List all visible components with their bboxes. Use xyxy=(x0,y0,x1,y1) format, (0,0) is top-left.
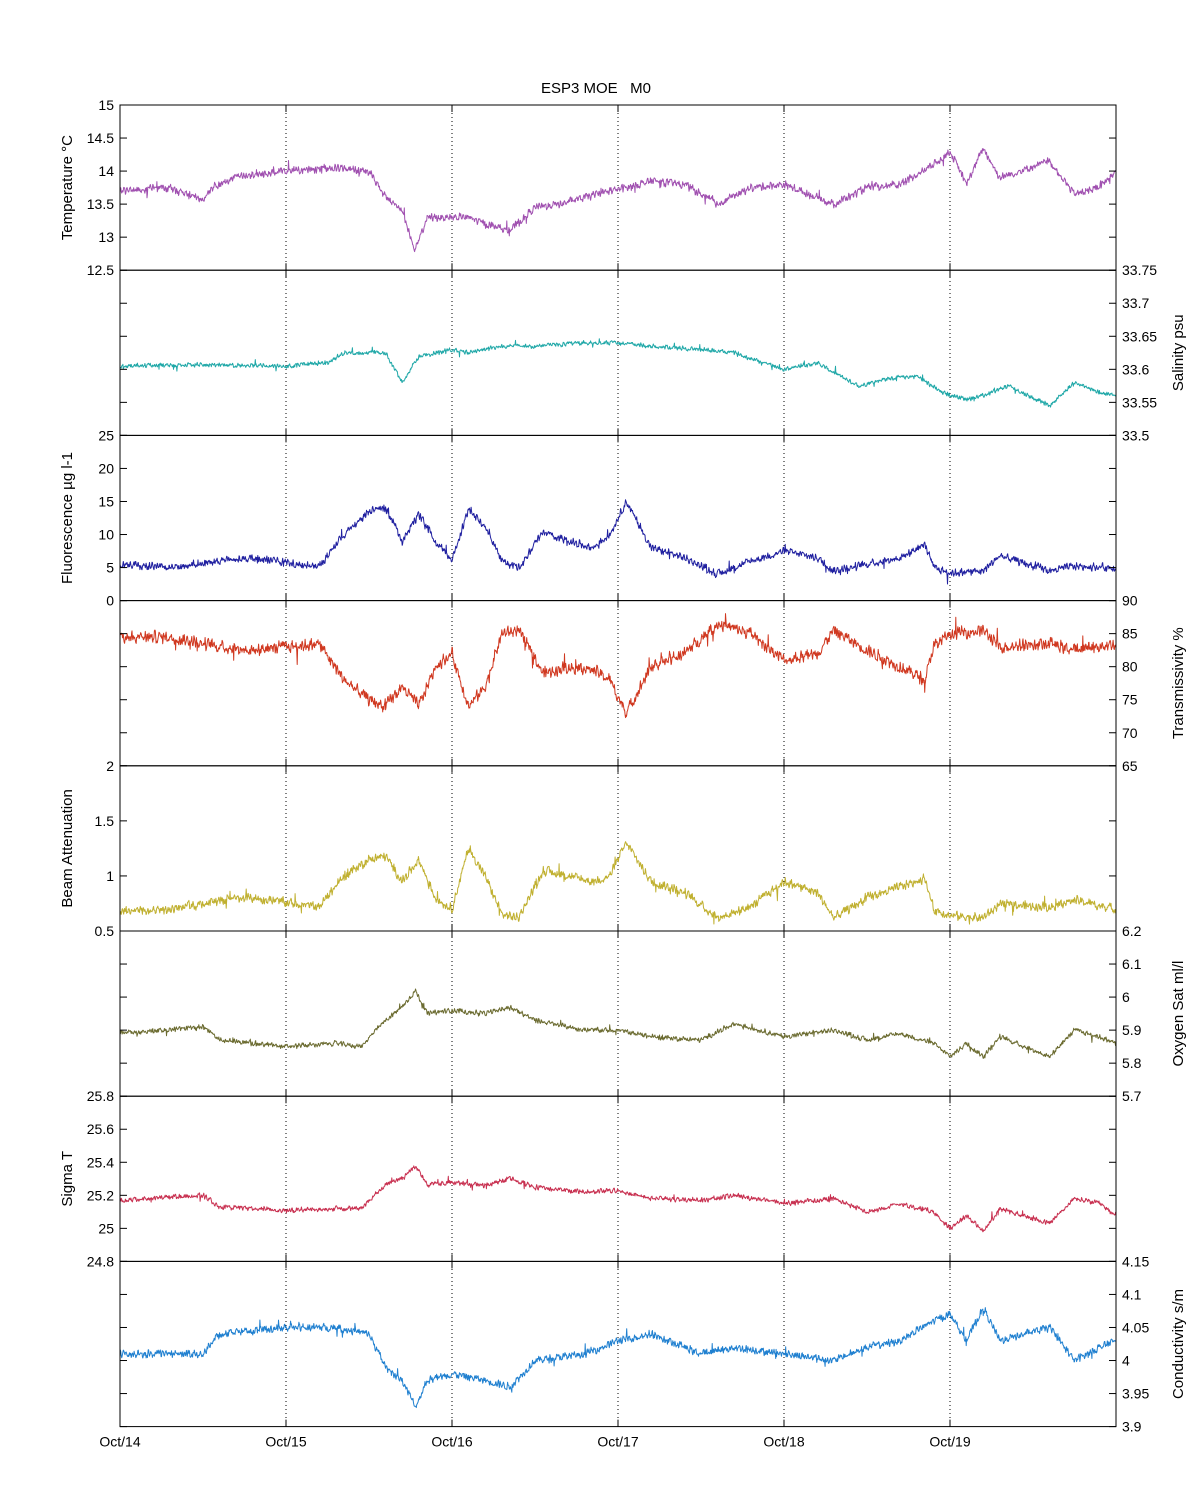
x-tick-label: Oct/14 xyxy=(99,1434,140,1450)
salinity-ytick-label: 33.55 xyxy=(1122,394,1157,410)
x-tick-label: Oct/19 xyxy=(929,1434,970,1450)
beam_attenuation-ytick-label: 1.5 xyxy=(95,813,115,829)
salinity-ytick-label: 33.6 xyxy=(1122,361,1149,377)
panel-sigma_t: 24.8 25 25.2 25.4 25.6 25.8 Sigma T xyxy=(59,1088,1117,1269)
transmissivity-ytick-label: 90 xyxy=(1122,593,1138,609)
fluorescence-ylabel: Fluorescence µg l-1 xyxy=(59,452,76,584)
panel-conductivity: 3.9 3.95 4 4.05 4.1 4.15 Conductivity s/m xyxy=(119,1253,1187,1435)
sigma_t-series-line xyxy=(119,1165,1117,1233)
beam_attenuation-ytick-label: 0.5 xyxy=(95,923,115,939)
salinity-series-line xyxy=(119,338,1117,408)
oxygen_sat-ytick-label: 5.7 xyxy=(1122,1088,1142,1104)
conductivity-ytick-label: 3.95 xyxy=(1122,1386,1149,1402)
sigma_t-ytick-label: 25.8 xyxy=(87,1088,114,1104)
temperature-ylabel: Temperature °C xyxy=(59,135,76,240)
fluorescence-series-line xyxy=(119,499,1117,585)
conductivity-series-line xyxy=(119,1307,1117,1409)
transmissivity-ytick-label: 65 xyxy=(1122,758,1138,774)
fluorescence-ytick-label: 25 xyxy=(98,427,114,443)
oxygen_sat-series-line xyxy=(119,988,1117,1059)
beam_attenuation-ytick-label: 1 xyxy=(106,868,114,884)
chart-title: ESP3 MOE M0 xyxy=(541,80,651,97)
oxygen_sat-ytick-label: 5.9 xyxy=(1122,1022,1142,1038)
temperature-ytick-label: 14.5 xyxy=(87,130,114,146)
transmissivity-ytick-label: 80 xyxy=(1122,659,1138,675)
x-tick-label: Oct/16 xyxy=(431,1434,472,1450)
panel-fluorescence: 0 5 10 15 20 25 Fluorescence µg l-1 xyxy=(59,427,1117,609)
transmissivity-ytick-label: 85 xyxy=(1122,626,1138,642)
sigma_t-ytick-label: 25.4 xyxy=(87,1154,114,1170)
x-tick-label: Oct/18 xyxy=(763,1434,804,1450)
sigma_t-ytick-label: 25.2 xyxy=(87,1187,114,1203)
sigma_t-ytick-label: 25 xyxy=(98,1220,114,1236)
transmissivity-series-line xyxy=(119,613,1117,719)
x-tick-label: Oct/15 xyxy=(265,1434,306,1450)
conductivity-ylabel: Conductivity s/m xyxy=(1170,1289,1187,1399)
fluorescence-ytick-label: 0 xyxy=(106,593,114,609)
oxygen_sat-ytick-label: 6.1 xyxy=(1122,956,1142,972)
oxygen_sat-ytick-label: 6.2 xyxy=(1122,923,1142,939)
oxygen_sat-ylabel: Oxygen Sat ml/l xyxy=(1170,961,1187,1067)
beam_attenuation-ytick-label: 2 xyxy=(106,758,114,774)
transmissivity-ylabel: Transmissivity % xyxy=(1170,627,1187,739)
salinity-ylabel: Salinity psu xyxy=(1170,314,1187,391)
sigma_t-ytick-label: 24.8 xyxy=(87,1253,114,1269)
oxygen_sat-ytick-label: 6 xyxy=(1122,989,1130,1005)
salinity-ytick-label: 33.5 xyxy=(1122,427,1149,443)
fluorescence-ytick-label: 20 xyxy=(98,460,114,476)
beam_attenuation-ylabel: Beam Attenuation xyxy=(59,789,76,907)
salinity-ytick-label: 33.65 xyxy=(1122,328,1157,344)
conductivity-ytick-label: 4.1 xyxy=(1122,1286,1142,1302)
panel-salinity: 33.5 33.55 33.6 33.65 33.7 33.75 Salinity psu xyxy=(119,262,1187,443)
conductivity-ytick-label: 4.05 xyxy=(1122,1319,1149,1335)
sigma_t-ytick-label: 25.6 xyxy=(87,1121,114,1137)
transmissivity-ytick-label: 70 xyxy=(1122,725,1138,741)
temperature-ytick-label: 13 xyxy=(98,229,114,245)
oxygen_sat-ytick-label: 5.8 xyxy=(1122,1055,1142,1071)
conductivity-ytick-label: 3.9 xyxy=(1122,1419,1142,1435)
temperature-ytick-label: 12.5 xyxy=(87,262,114,278)
x-tick-label: Oct/17 xyxy=(597,1434,638,1450)
salinity-ytick-label: 33.75 xyxy=(1122,262,1157,278)
fluorescence-ytick-label: 10 xyxy=(98,527,114,543)
sigma_t-ylabel: Sigma T xyxy=(59,1151,76,1207)
conductivity-ytick-label: 4 xyxy=(1122,1353,1130,1369)
temperature-ytick-label: 14 xyxy=(98,163,114,179)
temperature-ytick-label: 13.5 xyxy=(87,196,114,212)
transmissivity-ytick-label: 75 xyxy=(1122,692,1138,708)
fluorescence-ytick-label: 15 xyxy=(98,493,114,509)
conductivity-ytick-label: 4.15 xyxy=(1122,1253,1149,1269)
beam_attenuation-series-line xyxy=(119,841,1117,925)
salinity-ytick-label: 33.7 xyxy=(1122,295,1149,311)
x-tick-labels: Oct/14 Oct/15 Oct/16 Oct/17 Oct/18 Oct/19 xyxy=(99,1434,970,1450)
temperature-series-line xyxy=(119,148,1117,253)
temperature-ytick-label: 15 xyxy=(98,97,114,113)
fluorescence-ytick-label: 5 xyxy=(106,560,114,576)
